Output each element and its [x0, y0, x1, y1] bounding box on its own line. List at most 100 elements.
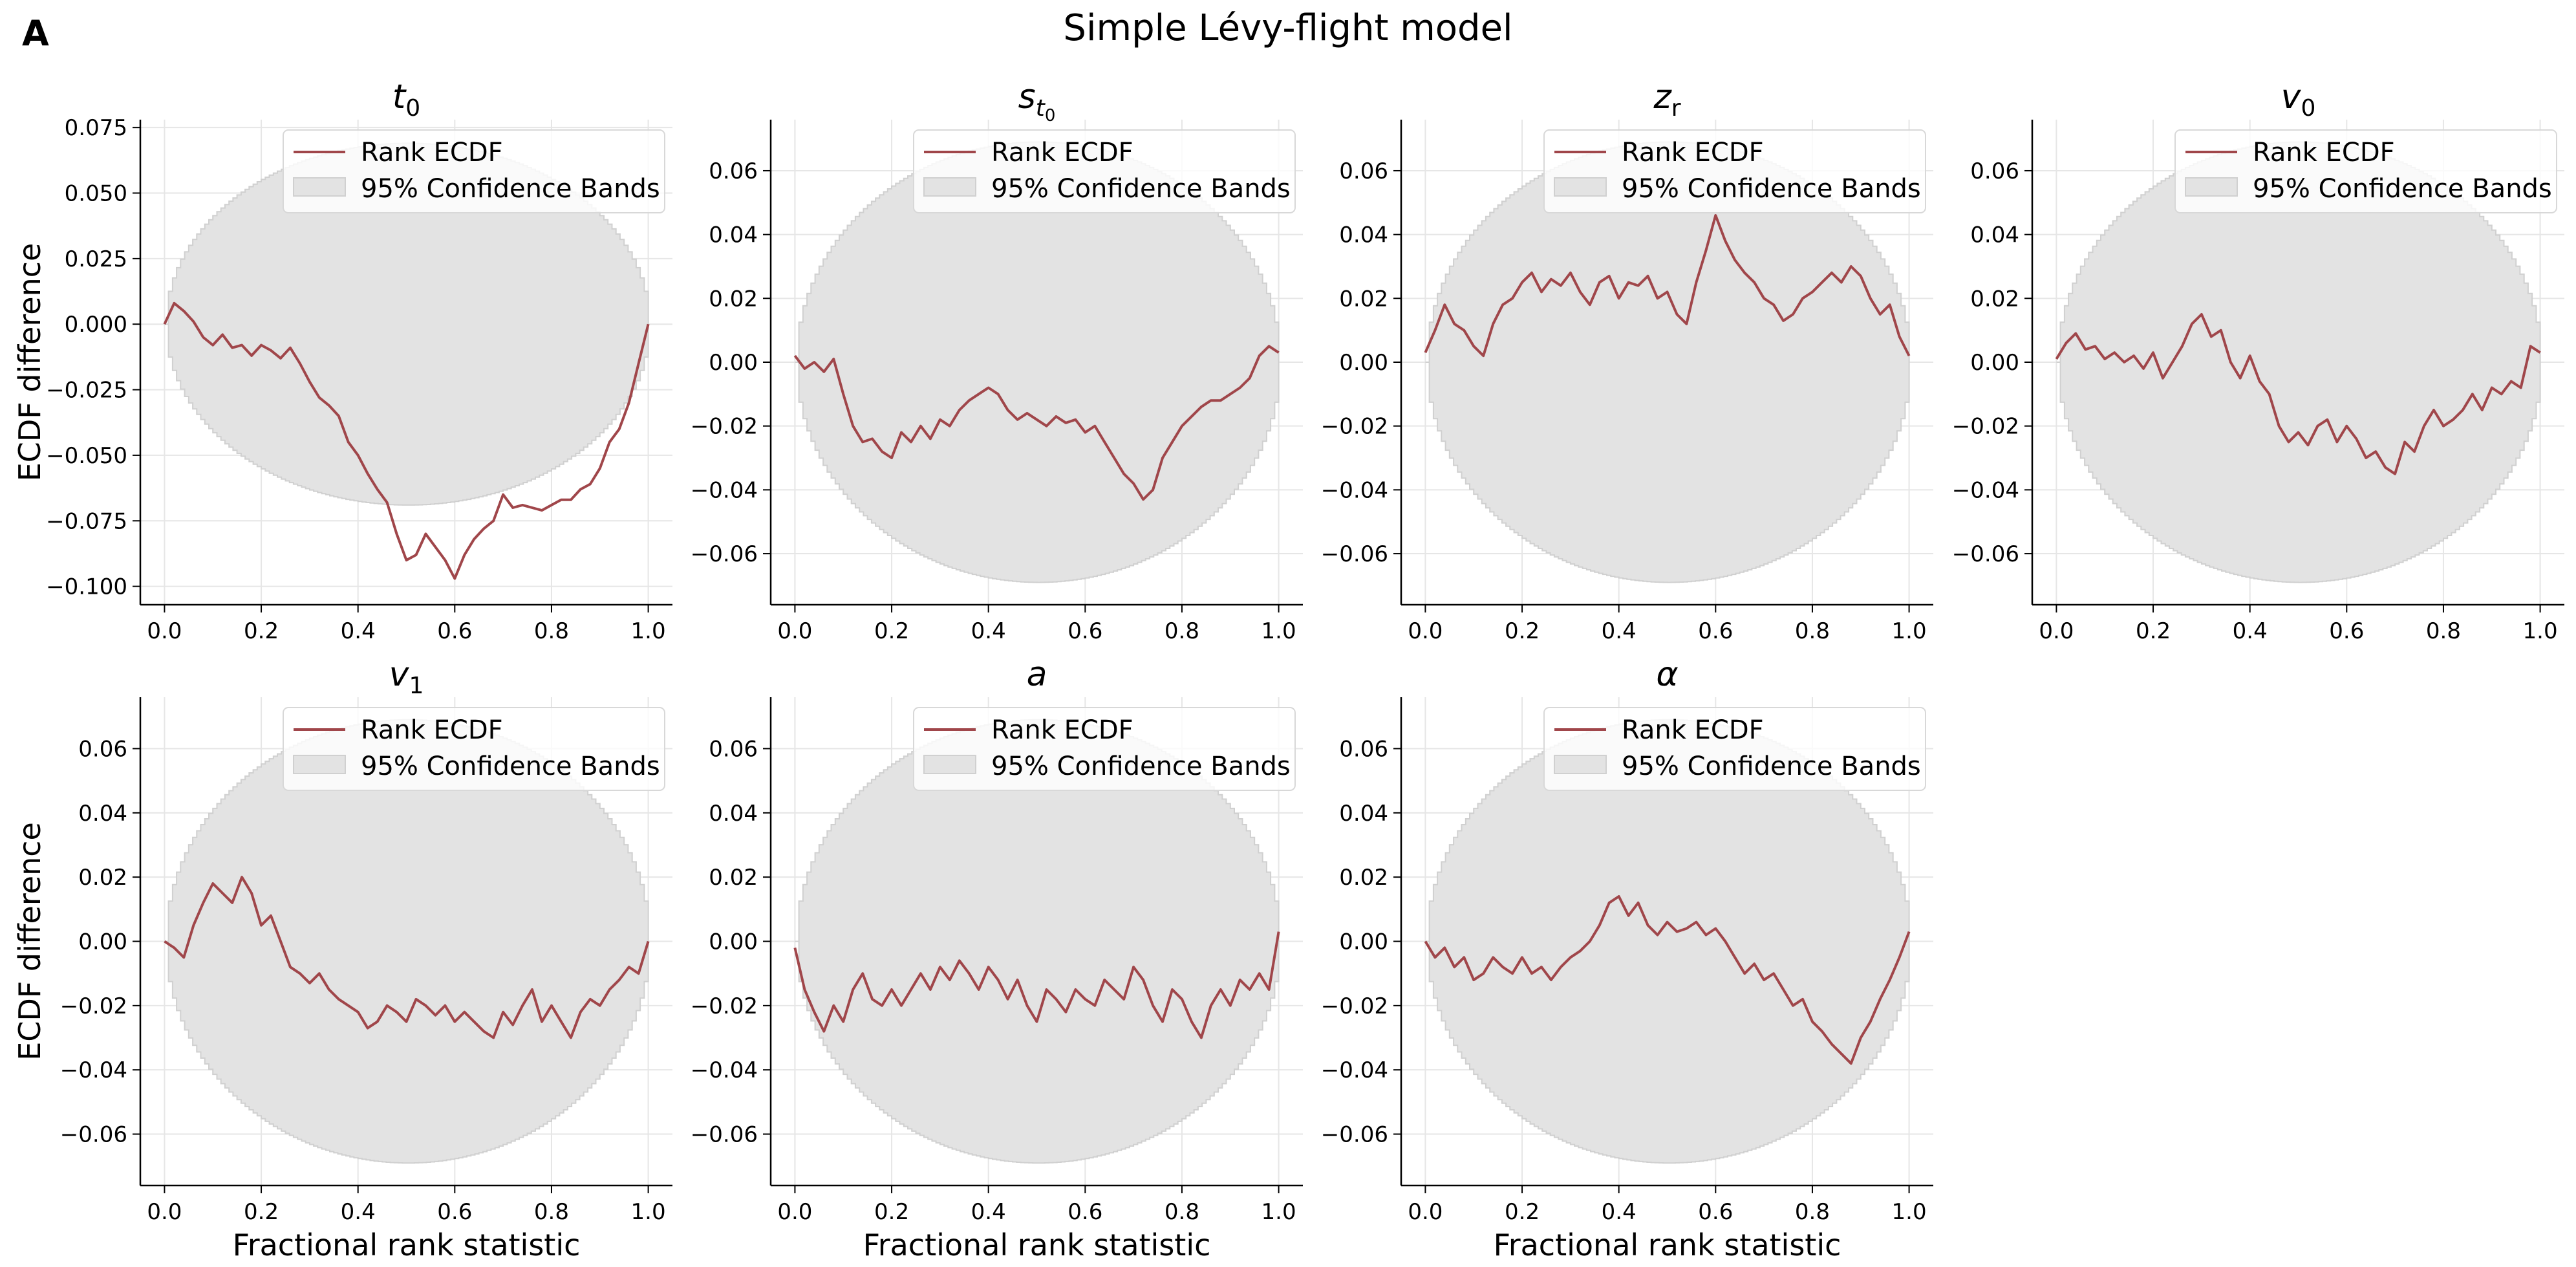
x-tick-label: 0.4	[341, 1199, 376, 1225]
y-tick-label: 0.00	[1339, 350, 1388, 376]
y-tick-label: 0.02	[1339, 865, 1388, 891]
y-tick-label: −0.04	[691, 477, 758, 503]
legend-box	[1543, 707, 1926, 791]
legend-label-confidence-bands: 95% Confidence Bands	[361, 174, 660, 204]
y-tick-label: 0.04	[1339, 801, 1388, 827]
x-tick-label: 1.0	[1261, 1199, 1296, 1225]
subplot-title-subscript: t	[1036, 95, 1046, 122]
subplot-title: v1	[389, 655, 424, 699]
y-tick-label: −0.06	[1321, 1122, 1388, 1148]
y-tick-label: −0.06	[1321, 541, 1388, 567]
subplot-v0: 0.0 0.2 0.4 0.6 0.8 1.0 0.06 0.04 0.02 0.00 −0.02 −…	[1952, 78, 2564, 644]
x-tick-label: 0.8	[534, 618, 569, 644]
y-tick-label: −0.06	[691, 1122, 758, 1148]
x-tick-label: 0.6	[437, 618, 472, 644]
rank-ecdf-line	[793, 345, 1280, 501]
legend-label-confidence-bands: 95% Confidence Bands	[991, 752, 1291, 781]
subplot-title-main: α	[1656, 655, 1678, 694]
x-tick-label: 1.0	[2523, 618, 2558, 644]
legend-label-confidence-bands: 95% Confidence Bands	[991, 174, 1291, 204]
subplot-title-main: s	[1018, 78, 1036, 116]
y-tick-label: 0.02	[1970, 286, 2019, 312]
legend-band-swatch	[923, 755, 976, 774]
x-tick-label: 0.2	[244, 618, 279, 644]
y-tick-label: 0.06	[1970, 158, 2019, 184]
legend-label-confidence-bands: 95% Confidence Bands	[1622, 174, 1921, 204]
x-tick-label: 0.2	[1505, 618, 1540, 644]
legend-band-swatch	[2185, 177, 2238, 197]
x-tick-label: 0.8	[1795, 1199, 1830, 1225]
legend-label-rank-ecdf: Rank ECDF	[1622, 138, 1764, 168]
x-tick-label: 1.0	[1892, 1199, 1927, 1225]
legend-box	[283, 129, 665, 213]
subplot-title-subscript: 0	[2301, 95, 2315, 122]
x-tick-label: 0.8	[534, 1199, 569, 1225]
y-tick-label: −0.06	[691, 541, 758, 567]
x-tick-label: 0.2	[244, 1199, 279, 1225]
legend-label-rank-ecdf: Rank ECDF	[1622, 715, 1764, 745]
y-tick-label: 0.00	[78, 929, 127, 955]
x-tick-label: 0.8	[2426, 618, 2461, 644]
x-tick-label: 0.4	[341, 618, 376, 644]
subplot-title-main: v	[2281, 78, 2302, 116]
y-tick-label: 0.06	[78, 736, 127, 762]
legend-box	[913, 129, 1296, 213]
x-tick-label: 0.0	[147, 1199, 182, 1225]
y-axis-label: ECDF difference	[12, 822, 47, 1061]
subplot-v1: 0.0 0.2 0.4 0.6 0.8 1.0 0.06 0.04 0.02 0.00 −0.02 −…	[12, 655, 672, 1262]
y-tick-label: 0.04	[709, 801, 758, 827]
legend-label-confidence-bands: 95% Confidence Bands	[1622, 752, 1921, 781]
subplot-title: a	[1027, 655, 1047, 694]
rank-ecdf-line	[1424, 214, 1911, 358]
x-tick-label: 0.0	[777, 618, 812, 644]
legend-label-rank-ecdf: Rank ECDF	[991, 138, 1133, 168]
legend-band-swatch	[1554, 177, 1607, 197]
y-tick-label: 0.04	[78, 801, 127, 827]
y-tick-label: 0.06	[1339, 736, 1388, 762]
subplot-title-main: t	[392, 78, 407, 116]
y-tick-label: −0.04	[1321, 477, 1388, 503]
legend-box	[283, 707, 665, 791]
y-tick-label: 0.050	[65, 181, 127, 207]
y-tick-label: −0.02	[1952, 414, 2019, 440]
y-tick-label: 0.02	[709, 286, 758, 312]
legend-band-swatch	[1554, 755, 1607, 774]
x-tick-label: 0.2	[2136, 618, 2171, 644]
x-tick-label: 0.6	[1068, 618, 1102, 644]
x-axis-label: Fractional rank statistic	[863, 1228, 1211, 1262]
subplot-title-main: z	[1653, 78, 1672, 116]
subplot-t0: 0.0 0.2 0.4 0.6 0.8 1.0 0.075 0.050 0.025 0.000 −0…	[12, 78, 672, 644]
y-tick-label: 0.04	[1339, 222, 1388, 248]
y-tick-label: 0.04	[1970, 222, 2019, 248]
legend-box	[1543, 129, 1926, 213]
x-tick-label: 1.0	[631, 1199, 666, 1225]
x-axis-label: Fractional rank statistic	[233, 1228, 581, 1262]
x-tick-label: 0.6	[437, 1199, 472, 1225]
subplot-title: zr	[1653, 78, 1680, 122]
x-tick-label: 0.6	[1698, 1199, 1733, 1225]
legend-label-confidence-bands: 95% Confidence Bands	[361, 752, 660, 781]
x-tick-label: 0.6	[1698, 618, 1733, 644]
legend-band-swatch	[293, 177, 346, 197]
y-tick-label: 0.025	[65, 246, 127, 272]
x-axis-label: Fractional rank statistic	[1494, 1228, 1841, 1262]
legend-label-rank-ecdf: Rank ECDF	[361, 715, 503, 745]
x-tick-label: 1.0	[1892, 618, 1927, 644]
y-tick-label: 0.00	[1970, 350, 2019, 376]
y-tick-label: −0.04	[1952, 477, 2019, 503]
y-tick-label: −0.06	[1952, 541, 2019, 567]
x-tick-label: 0.8	[1795, 618, 1830, 644]
y-tick-label: −0.04	[691, 1057, 758, 1083]
subplot-title: t0	[392, 78, 420, 122]
y-tick-label: −0.02	[691, 993, 758, 1019]
y-tick-label: 0.000	[65, 312, 127, 338]
y-tick-label: −0.02	[1321, 993, 1388, 1019]
y-tick-label: 0.00	[709, 350, 758, 376]
y-tick-label: 0.02	[78, 865, 127, 891]
x-tick-label: 0.4	[1602, 1199, 1637, 1225]
legend-box	[913, 707, 1296, 791]
y-tick-label: −0.04	[1321, 1057, 1388, 1083]
figure-suptitle: Simple Lévy-flight model	[1063, 7, 1512, 49]
subplot-title: v0	[2281, 78, 2316, 122]
